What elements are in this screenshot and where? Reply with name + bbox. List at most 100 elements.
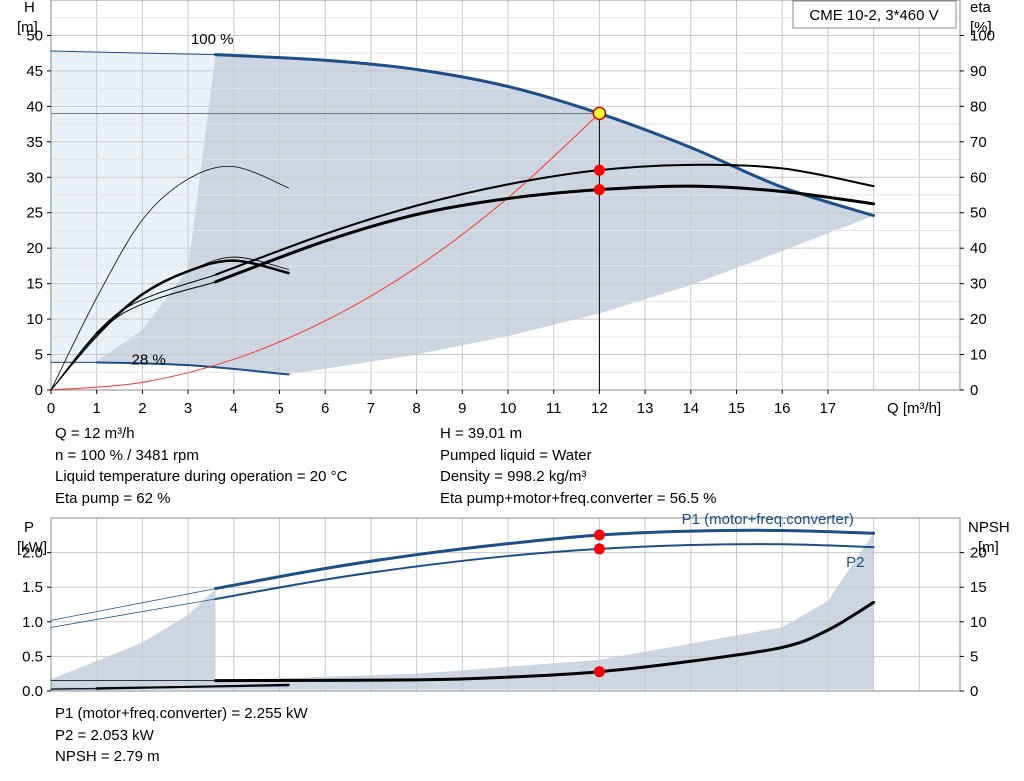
info-npsh: NPSH = 2.79 m bbox=[55, 748, 160, 765]
y-tick-label: 0.5 bbox=[22, 648, 43, 665]
y-tick-label: 45 bbox=[26, 63, 43, 80]
curve-npsh-min-ext bbox=[50, 687, 98, 690]
info-p2: P2 = 2.053 kW bbox=[55, 726, 154, 744]
info-top-right: H = 39.01 m Pumped liquid = Water Densit… bbox=[440, 423, 716, 509]
info-eta-total: Eta pump+motor+freq.converter = 56.5 % bbox=[440, 489, 717, 507]
info-liquid-temperature: Liquid temperature during operation = 20… bbox=[55, 468, 348, 485]
x-tick-label: 17 bbox=[820, 400, 837, 417]
y-tick-label: 10 bbox=[26, 311, 43, 328]
y-tick-label: 50 bbox=[26, 27, 43, 44]
speed-annotation: 28 % bbox=[132, 352, 166, 369]
y-axis-label: H bbox=[24, 0, 35, 16]
y-tick-label: 2.0 bbox=[22, 545, 43, 562]
y-tick-label: 20 bbox=[26, 240, 43, 257]
title-box-frame bbox=[792, 0, 957, 29]
operating-range bbox=[51, 533, 874, 691]
y2-tick-label: 100 bbox=[970, 27, 995, 44]
plot-frame bbox=[50, 517, 961, 692]
info-eta-pump: Eta pump = 62 % bbox=[55, 489, 171, 507]
x-tick-label: 9 bbox=[458, 400, 466, 417]
info-flow: Q = 12 m³/h bbox=[55, 425, 135, 442]
x-tick-label: 5 bbox=[275, 400, 283, 417]
info-head: H = 39.01 m bbox=[440, 425, 523, 442]
x-tick-label: 13 bbox=[637, 400, 654, 417]
curve-p2-ext bbox=[50, 598, 216, 628]
curve-eta-total bbox=[214, 163, 875, 276]
info-pumped-liquid: Pumped liquid = Water bbox=[440, 446, 592, 464]
y-tick-label: 25 bbox=[26, 205, 43, 222]
y-tick-label: 5 bbox=[35, 347, 43, 364]
curve-h-max-ext bbox=[50, 50, 217, 56]
title-box: CME 10-2, 3*460 V bbox=[792, 0, 957, 29]
curve-h-min bbox=[95, 361, 290, 376]
duty-marker bbox=[593, 666, 605, 678]
y2-tick-label: 15 bbox=[970, 579, 987, 596]
y-tick-label: 40 bbox=[26, 98, 43, 115]
info-top-left: Q = 12 m³/h n = 100 % / 3481 rpm Liquid … bbox=[55, 423, 347, 509]
curve-p-min-ext bbox=[50, 688, 98, 691]
y2-tick-label: 50 bbox=[970, 205, 987, 222]
y2-axis-label: NPSH bbox=[968, 519, 1010, 536]
duty-point-marker bbox=[592, 106, 607, 121]
y-axis-label: P bbox=[24, 519, 34, 536]
x-tick-label: 3 bbox=[184, 400, 192, 417]
x-tick-label: 10 bbox=[500, 400, 517, 417]
y-tick-label: 1.0 bbox=[22, 614, 43, 631]
y2-tick-label: 40 bbox=[970, 240, 987, 257]
y2-tick-label: 30 bbox=[970, 276, 987, 293]
y2-tick-label: 70 bbox=[970, 134, 987, 151]
x-axis-label: Q [m³/h] bbox=[887, 400, 941, 417]
duty-marker bbox=[593, 164, 605, 176]
y2-tick-label: 90 bbox=[970, 63, 987, 80]
info-speed: n = 100 % / 3481 rpm bbox=[55, 446, 199, 464]
x-tick-label: 1 bbox=[93, 400, 101, 417]
x-tick-label: 11 bbox=[546, 400, 562, 417]
y2-tick-label: 0 bbox=[970, 382, 978, 399]
y2-axis-unit: [m] bbox=[978, 539, 999, 556]
x-tick-label: 6 bbox=[321, 400, 329, 417]
curve-p2 bbox=[214, 543, 875, 600]
y-tick-label: 1.5 bbox=[22, 579, 43, 596]
y-tick-label: 0 bbox=[35, 382, 43, 399]
y-tick-label: 15 bbox=[26, 276, 43, 293]
y2-tick-label: 10 bbox=[970, 614, 987, 631]
y-axis-unit: [m] bbox=[17, 19, 38, 36]
operating-range bbox=[96, 54, 874, 375]
x-tick-label: 2 bbox=[138, 400, 146, 417]
x-tick-label: 4 bbox=[230, 400, 238, 417]
x-tick-label: 7 bbox=[367, 400, 375, 417]
speed-annotation: 100 % bbox=[191, 31, 234, 48]
plot-frame bbox=[50, 0, 961, 391]
chart-power-npsh: 0.0 0.5 1.0 1.5 2.0 0 5 10 15 20 P [kW] NPSH [m] P1 (m… bbox=[17, 511, 1010, 700]
x-tick-label: 8 bbox=[412, 400, 420, 417]
y-axis-unit: [kW] bbox=[17, 539, 47, 556]
duty-marker bbox=[593, 184, 605, 196]
curve-system-curve bbox=[50, 112, 600, 391]
y2-tick-label: 80 bbox=[970, 98, 987, 115]
y2-tick-label: 10 bbox=[970, 347, 987, 364]
x-tick-label: 15 bbox=[728, 400, 745, 417]
y2-axis-unit: [%] bbox=[970, 19, 992, 36]
y2-tick-label: 0 bbox=[970, 683, 978, 700]
y2-axis-label: eta bbox=[970, 0, 992, 16]
y2-tick-label: 60 bbox=[970, 169, 987, 186]
y-tick-label: 35 bbox=[26, 134, 43, 151]
x-tick-label: 12 bbox=[591, 400, 608, 417]
curve-h-max bbox=[214, 53, 876, 218]
info-density: Density = 998.2 kg/m³ bbox=[440, 468, 587, 485]
x-tick-label: 14 bbox=[682, 400, 699, 417]
curve-eta-pump bbox=[214, 184, 876, 284]
x-tick-label: 16 bbox=[774, 400, 791, 417]
series-label: P2 bbox=[846, 554, 864, 571]
duty-marker bbox=[593, 529, 605, 541]
curve-eta-min-thin bbox=[50, 256, 290, 391]
y-tick-label: 30 bbox=[26, 169, 43, 186]
info-p1: P1 (motor+freq.converter) = 2.255 kW bbox=[55, 705, 308, 722]
series-label: P1 (motor+freq.converter) bbox=[682, 511, 854, 528]
curve-eta-total-thin bbox=[50, 165, 290, 391]
duty-marker bbox=[593, 543, 605, 555]
curve-npsh-min bbox=[95, 683, 290, 690]
title-box-text: CME 10-2, 3*460 V bbox=[809, 7, 938, 24]
y2-tick-label: 20 bbox=[970, 545, 987, 562]
